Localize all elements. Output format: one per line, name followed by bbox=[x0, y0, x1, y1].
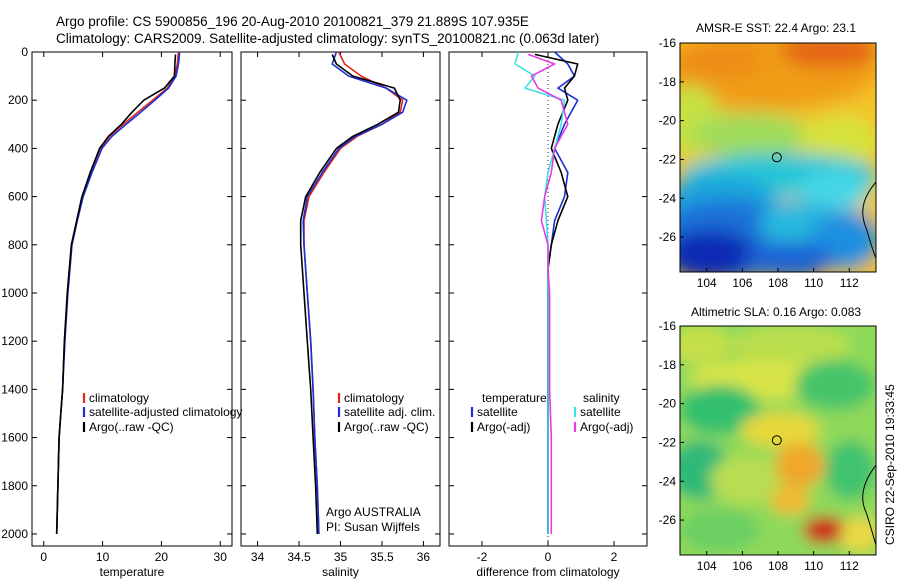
depth-tick-label: 1400 bbox=[1, 382, 28, 396]
depth-tick-label: 200 bbox=[8, 93, 28, 107]
temperature-xlabel: temperature bbox=[100, 565, 165, 579]
sst_map-ytick-label: -24 bbox=[659, 191, 677, 205]
sla_map-xtick-label: 104 bbox=[697, 559, 717, 573]
sla-map-title: Altimetric SLA: 0.16 Argo: 0.083 bbox=[691, 305, 861, 319]
sla_map-ytick-label: -18 bbox=[659, 358, 677, 372]
sst_map-ytick-label: -18 bbox=[659, 75, 677, 89]
sal-legend-argo: Argo(..raw -QC) bbox=[337, 420, 429, 434]
sal-annotation-2: PI: Susan Wijffels bbox=[326, 520, 420, 534]
depth-tick-label: 800 bbox=[8, 238, 28, 252]
salinity-panel: 34 34.5 35 35.5 36 salinity bbox=[240, 51, 441, 579]
diff-legend-sal-argo-label: Argo(-adj) bbox=[580, 420, 633, 434]
sal-legend-argo-label: Argo(..raw -QC) bbox=[344, 420, 429, 434]
depth-tick-label: 1000 bbox=[1, 286, 28, 300]
diff-legend-temperature-heading: temperature bbox=[482, 391, 547, 405]
sst_map-ytick-label: -20 bbox=[659, 114, 677, 128]
temperature-series-argo-raw-qc- bbox=[55, 54, 177, 535]
depth-tick-label: 2000 bbox=[1, 527, 28, 541]
difference-series-argo-adj- bbox=[527, 53, 569, 534]
sst_map-ytick-label: -22 bbox=[659, 152, 677, 166]
sal-legend-climatology: climatology bbox=[337, 391, 404, 405]
temperature-xtick-label: 0 bbox=[40, 550, 47, 564]
sal-annotation-1: Argo AUSTRALIA bbox=[326, 505, 421, 519]
diff-legend-temp-argo-label: Argo(-adj) bbox=[477, 420, 530, 434]
sla_map-xtick-label: 106 bbox=[732, 559, 752, 573]
salinity-xtick-label: 35 bbox=[334, 550, 348, 564]
sal-legend-climatology-label: climatology bbox=[344, 391, 404, 405]
depth-tick-label: 1200 bbox=[1, 334, 28, 348]
diff-legend-sal-satellite: satellite bbox=[573, 405, 621, 419]
sst_map-xtick-label: 104 bbox=[697, 276, 717, 290]
temperature-panel: 0 10 20 30 0 200 400 600 800 1000 1200 1400 1600 1800… bbox=[1, 45, 233, 579]
salinity-series-argo-raw-qc- bbox=[299, 54, 402, 535]
sst-axis-ticks: 104 106 108 110 112 -16 -18 -20 -22 -24 -26 bbox=[659, 36, 860, 290]
depth-tick-label: 600 bbox=[8, 190, 28, 204]
page-title-line-1: Argo profile: CS 5900856_196 20-Aug-2010… bbox=[56, 14, 529, 29]
salinity-xtick-label: 35.5 bbox=[370, 550, 394, 564]
sst-argo-marker bbox=[771, 152, 782, 163]
sst_map-ytick-label: -16 bbox=[659, 36, 677, 50]
sst-field bbox=[680, 43, 876, 272]
salinity-xtick-label: 34.5 bbox=[287, 550, 311, 564]
sst-map-title: AMSR-E SST: 22.4 Argo: 23.1 bbox=[696, 21, 856, 35]
diff-legend-temp-argo: Argo(-adj) bbox=[470, 420, 530, 434]
sal-legend-satellite-label: satellite adj. clim. bbox=[344, 405, 435, 419]
difference-xlabel: difference from climatology bbox=[476, 565, 619, 579]
temp-legend-satellite: satellite-adjusted climatology bbox=[82, 405, 242, 419]
temp-legend-satellite-label: satellite-adjusted climatology bbox=[89, 405, 242, 419]
sla_map-ytick-label: -16 bbox=[659, 319, 677, 333]
sla_map-xtick-label: 110 bbox=[804, 559, 823, 573]
diff-legend-sal-satellite-label: satellite bbox=[580, 405, 621, 419]
sst_map-xtick-label: 112 bbox=[840, 276, 859, 290]
depth-tick-label: 1600 bbox=[1, 431, 28, 445]
diff-legend-sal-argo: Argo(-adj) bbox=[573, 420, 633, 434]
depth-tick-label: 0 bbox=[21, 45, 28, 59]
salinity-xtick-label: 34 bbox=[251, 550, 265, 564]
csiro-stamp: CSIRO 22-Sep-2010 19:33:45 bbox=[883, 384, 897, 545]
temperature-axes-box bbox=[31, 51, 233, 547]
salinity-xtick-label: 36 bbox=[417, 550, 431, 564]
sla_map-xtick-label: 112 bbox=[840, 559, 859, 573]
salinity-axes-box bbox=[240, 51, 441, 547]
temperature-xtick-label: 20 bbox=[155, 550, 169, 564]
sla-argo-marker bbox=[771, 435, 782, 446]
difference-xtick-label: 0 bbox=[545, 550, 552, 564]
sla-field bbox=[680, 326, 876, 555]
sst-map-panel: AMSR-E SST: 22.4 Argo: 23.1 bbox=[659, 21, 877, 290]
temperature-xtick-label: 30 bbox=[214, 550, 228, 564]
difference-series-satellite bbox=[514, 51, 566, 534]
sla_map-ytick-label: -22 bbox=[659, 435, 677, 449]
salinity-series-satellite-adj-clim- bbox=[302, 51, 408, 535]
sst_map-xtick-label: 110 bbox=[804, 276, 823, 290]
diff-legend-temp-satellite-label: satellite bbox=[477, 405, 518, 419]
depth-tick-label: 400 bbox=[8, 141, 28, 155]
depth-tick-label: 1800 bbox=[1, 479, 28, 493]
sal-legend-satellite: satellite adj. clim. bbox=[337, 405, 435, 419]
temp-legend-argo-label: Argo(..raw -QC) bbox=[89, 420, 174, 434]
page-title-line-2: Climatology: CARS2009. Satellite-adjuste… bbox=[56, 31, 599, 46]
difference-xtick-label: -2 bbox=[477, 550, 488, 564]
sla_map-ytick-label: -24 bbox=[659, 474, 677, 488]
sla-axis-ticks: 104 106 108 110 112 -16 -18 -20 -22 -24 -26 bbox=[659, 319, 860, 573]
diff-legend-temp-satellite: satellite bbox=[470, 405, 518, 419]
sla_map-ytick-label: -26 bbox=[659, 513, 677, 527]
sla_map-ytick-label: -20 bbox=[659, 397, 677, 411]
sla_map-xtick-label: 108 bbox=[768, 559, 788, 573]
sst_map-xtick-label: 106 bbox=[732, 276, 752, 290]
difference-xtick-label: 2 bbox=[611, 550, 618, 564]
temp-legend-climatology: climatology bbox=[82, 391, 149, 405]
diff-legend-salinity-heading: salinity bbox=[583, 391, 620, 405]
temperature-xtick-label: 10 bbox=[96, 550, 110, 564]
temp-legend-climatology-label: climatology bbox=[89, 391, 149, 405]
temp-legend-argo: Argo(..raw -QC) bbox=[82, 420, 174, 434]
sst_map-ytick-label: -26 bbox=[659, 230, 677, 244]
sst_map-xtick-label: 108 bbox=[768, 276, 788, 290]
sla-map-panel: Altimetric SLA: 0.16 Argo: 0.083 bbox=[659, 305, 877, 573]
salinity-xlabel: salinity bbox=[322, 565, 359, 579]
